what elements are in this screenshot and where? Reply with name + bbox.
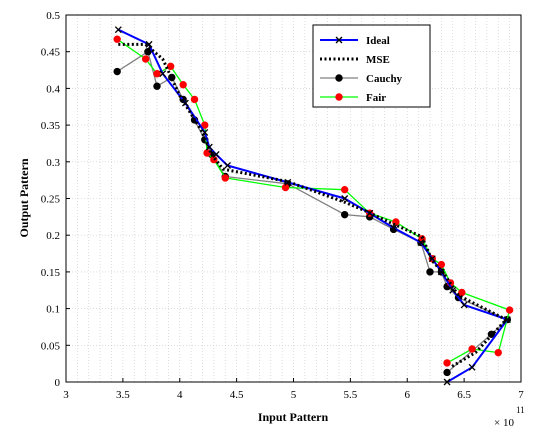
data-point-fair xyxy=(141,55,150,63)
data-point-fair xyxy=(458,288,466,297)
legend-label-cauchy: Cauchy xyxy=(366,73,403,85)
legend-marker-fair xyxy=(335,93,343,101)
x-tick-label: 5.5 xyxy=(344,389,358,401)
legend-label-fair: Fair xyxy=(366,92,386,104)
x-tick-label: 6.5 xyxy=(457,389,471,401)
data-point-ideal xyxy=(145,40,153,48)
legend-marker-cauchy xyxy=(335,74,343,82)
y-tick-label: 0.5 xyxy=(46,10,60,22)
x-multiplier-exponent: 11 xyxy=(516,405,525,415)
x-tick-label: 7 xyxy=(518,389,524,401)
data-point-fair xyxy=(190,95,199,104)
tick-labels: 3 3.5 4 4.5 5 5.5 6 6.5 7 0 0.05 0.1 0.15 0.2 0.25 0.3 0… xyxy=(41,10,525,401)
x-tick-label: 4.5 xyxy=(230,389,244,401)
y-tick-label: 0.25 xyxy=(41,194,61,206)
data-point-ideal xyxy=(159,70,167,78)
x-tick-label: 6 xyxy=(405,389,411,401)
y-tick-label: 0.3 xyxy=(46,157,60,169)
data-point-fair xyxy=(494,348,502,357)
data-point-cauchy xyxy=(443,368,451,377)
data-point-fair xyxy=(203,149,211,157)
legend-box xyxy=(312,24,431,108)
legend-label-mse: MSE xyxy=(366,54,390,66)
y-tick-label: 0.1 xyxy=(46,304,60,316)
y-axis-title: Output Pattern xyxy=(17,158,31,237)
y-tick-label: 0.35 xyxy=(41,120,61,132)
series-layer xyxy=(113,26,514,386)
data-point-fair xyxy=(443,359,451,367)
data-point-cauchy xyxy=(113,67,121,76)
y-tick-label: 0.45 xyxy=(41,47,61,59)
x-multiplier-label: × 10 xyxy=(494,417,514,429)
x-axis-title: Input Pattern xyxy=(258,410,329,424)
data-point-ideal xyxy=(390,224,398,232)
y-tick-label: 0.05 xyxy=(41,340,61,352)
data-point-ideal xyxy=(224,162,231,169)
data-point-fair xyxy=(179,81,187,89)
data-point-cauchy xyxy=(426,268,434,276)
legend: Ideal MSE Cauchy Fair xyxy=(312,24,431,108)
data-point-fair xyxy=(113,35,121,43)
y-tick-label: 0 xyxy=(55,377,61,389)
x-tick-label: 3.5 xyxy=(116,389,130,401)
data-point-cauchy xyxy=(144,48,152,56)
x-tick-label: 5 xyxy=(291,389,297,401)
data-point-ideal xyxy=(468,363,476,371)
data-point-ideal xyxy=(449,286,457,294)
x-tick-label: 3 xyxy=(63,389,69,401)
data-point-fair xyxy=(505,306,514,314)
data-point-ideal xyxy=(114,26,122,34)
data-point-cauchy xyxy=(340,210,349,219)
data-point-fair xyxy=(468,345,476,353)
data-point-ideal xyxy=(460,301,468,309)
data-point-fair xyxy=(221,174,229,182)
data-point-fair xyxy=(437,260,446,269)
data-point-fair xyxy=(201,121,209,129)
data-point-cauchy xyxy=(153,82,161,90)
x-tick-label: 4 xyxy=(177,389,183,401)
y-tick-label: 0.15 xyxy=(41,267,61,279)
data-point-fair xyxy=(153,70,161,78)
data-point-fair xyxy=(166,62,175,71)
data-point-ideal xyxy=(417,239,425,246)
data-point-fair xyxy=(340,185,349,194)
legend-label-ideal: Ideal xyxy=(366,35,390,47)
y-tick-label: 0.2 xyxy=(46,230,60,242)
data-point-ideal xyxy=(341,195,349,202)
data-point-ideal xyxy=(212,151,220,158)
legend-marker-ideal xyxy=(335,36,343,44)
y-tick-label: 0.4 xyxy=(46,83,60,95)
